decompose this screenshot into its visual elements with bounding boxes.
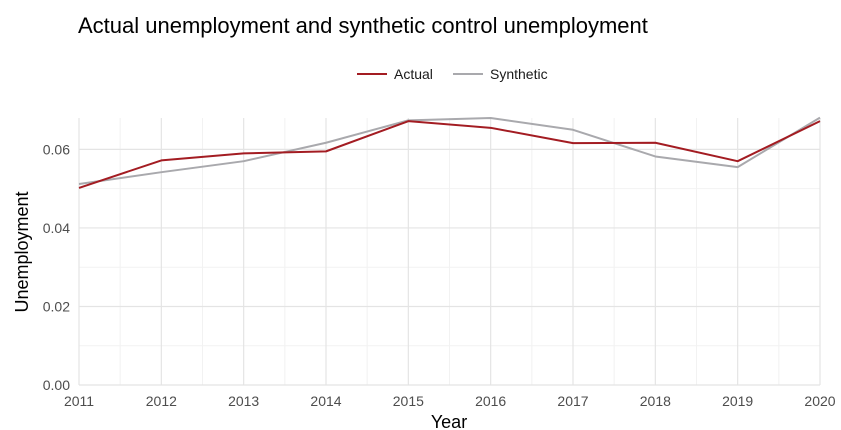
minor-gridlines-x bbox=[119, 118, 780, 385]
y-tick-label: 0.00 bbox=[43, 377, 70, 393]
legend: Actual Synthetic bbox=[357, 66, 548, 82]
y-axis-title: Unemployment bbox=[12, 191, 32, 312]
x-tick-label: 2014 bbox=[310, 393, 341, 409]
series-line-actual bbox=[78, 120, 821, 189]
major-gridlines-x bbox=[78, 118, 821, 385]
x-axis-tick-labels: 2011 2012 2013 2014 2015 2016 2017 2018 2019 2020 bbox=[64, 393, 836, 409]
x-tick-label: 2012 bbox=[146, 393, 177, 409]
legend-label-actual: Actual bbox=[394, 66, 433, 82]
y-tick-label: 0.06 bbox=[43, 141, 70, 157]
x-tick-label: 2017 bbox=[557, 393, 588, 409]
legend-label-synthetic: Synthetic bbox=[490, 66, 548, 82]
x-tick-label: 2011 bbox=[64, 393, 94, 409]
y-tick-label: 0.04 bbox=[43, 220, 70, 236]
major-gridlines-y bbox=[79, 148, 820, 386]
x-tick-label: 2013 bbox=[228, 393, 259, 409]
chart-title: Actual unemployment and synthetic contro… bbox=[78, 13, 648, 38]
x-tick-label: 2016 bbox=[475, 393, 506, 409]
x-tick-label: 2020 bbox=[804, 393, 835, 409]
series-layer bbox=[78, 116, 821, 189]
x-axis-title: Year bbox=[431, 412, 467, 430]
x-tick-label: 2018 bbox=[640, 393, 671, 409]
x-tick-label: 2015 bbox=[393, 393, 424, 409]
y-tick-label: 0.02 bbox=[43, 298, 70, 314]
series-line-synthetic bbox=[78, 116, 821, 185]
y-axis-tick-labels: 0.00 0.02 0.04 0.06 bbox=[43, 141, 70, 393]
x-tick-label: 2019 bbox=[722, 393, 753, 409]
